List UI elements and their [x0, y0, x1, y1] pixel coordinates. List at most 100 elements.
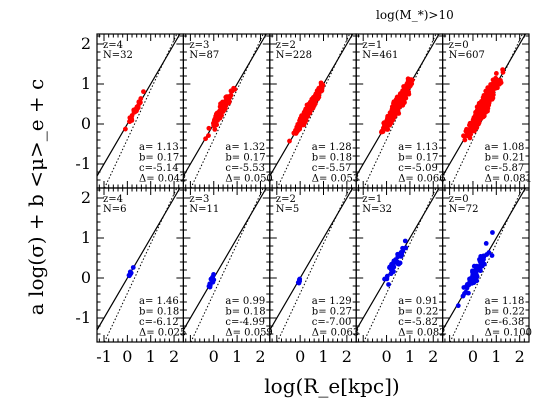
fit-coefficient-d: Δ= 0.066	[398, 174, 445, 185]
y-tick-label: 1	[81, 74, 91, 93]
x-tick-label: 0	[209, 347, 219, 366]
one-to-one-line	[183, 188, 267, 332]
fit-coefficient-d: Δ= 0.042	[139, 174, 186, 185]
data-point	[138, 96, 144, 101]
x-tick-label: 2	[515, 347, 525, 366]
count-label: N=32	[103, 50, 133, 61]
fit-coefficient-c: c=-5.57	[312, 163, 352, 174]
redshift-label: z=3	[189, 40, 209, 51]
redshift-label: z=2	[276, 40, 296, 51]
redshift-label: z=0	[449, 194, 469, 205]
data-point	[309, 102, 315, 108]
data-point	[480, 260, 486, 266]
data-point	[391, 111, 397, 117]
data-point	[475, 115, 480, 120]
data-point	[401, 93, 407, 98]
data-point	[211, 122, 217, 128]
x-tick-label: 1	[491, 347, 501, 366]
data-point	[395, 254, 401, 260]
fit-coefficient-a: a= 1.13	[398, 142, 438, 153]
x-tick-label: -1	[96, 347, 112, 366]
fit-coefficient-a: a= 1.18	[485, 296, 525, 307]
fit-coefficient-b: b= 0.22	[398, 307, 438, 318]
redshift-label: z=1	[362, 194, 382, 205]
data-point	[318, 80, 324, 86]
fit-coefficient-a: a= 1.08	[485, 142, 525, 153]
mass-cut-annotation: log(M_*)>10	[376, 8, 454, 22]
panel-top-3: z=1N=461 a= 1.13b= 0.17c=-5.09Δ= 0.066	[355, 33, 446, 189]
data-point	[455, 303, 461, 309]
data-point	[138, 100, 143, 105]
count-label: N=32	[362, 204, 392, 215]
redshift-label: z=4	[103, 194, 123, 205]
data-point	[302, 110, 307, 116]
redshift-label: z=4	[103, 40, 123, 51]
data-point	[489, 253, 495, 258]
fit-coefficient-d: Δ= 0.025	[139, 328, 186, 339]
scatter-points	[126, 265, 136, 279]
data-point	[379, 129, 384, 135]
data-point	[404, 89, 410, 95]
data-point	[467, 128, 473, 134]
fit-coefficient-c: c=-5.53	[225, 163, 265, 174]
y-tick-label: 0	[81, 268, 91, 287]
y-axis-title: a log(σ) + b <μ>_e + c	[24, 79, 48, 315]
count-label: N=87	[189, 50, 219, 61]
data-point	[294, 124, 300, 130]
fit-coefficient-d: Δ= 0.050	[225, 174, 272, 185]
panel-bottom-3: z=1N=32 a= 0.91b= 0.22c=-5.82Δ= 0.082 0 1 2	[355, 187, 446, 366]
fit-coefficient-c: c=-7.00	[312, 317, 352, 328]
fit-coefficient-a: a= 1.32	[225, 142, 265, 153]
data-point	[388, 271, 394, 277]
data-point	[203, 136, 208, 142]
data-point	[219, 106, 225, 112]
data-point	[464, 285, 470, 291]
data-point	[464, 132, 470, 138]
data-point	[311, 98, 317, 104]
fit-coefficient-c: c=-5.82	[398, 317, 438, 328]
count-label: N=72	[449, 204, 479, 215]
data-point	[471, 122, 476, 128]
fit-coefficient-a: a= 0.91	[398, 296, 438, 307]
data-point	[393, 103, 399, 108]
panel-grid: z=4N=32a= 1.13b= 0.17c=-5.14Δ= 0.042-101…	[75, 33, 532, 366]
data-point	[206, 133, 211, 139]
fit-coefficient-c: c=-6.38	[485, 317, 525, 328]
fit-coefficient-d: Δ= 0.059	[225, 328, 272, 339]
scatter-points	[379, 76, 415, 135]
data-point	[389, 118, 395, 123]
panel-frame	[442, 187, 530, 343]
comparison-dotted-line	[103, 34, 178, 188]
scatter-points	[382, 238, 409, 287]
scatter-points	[203, 85, 238, 142]
data-point	[466, 290, 471, 296]
data-point	[315, 89, 321, 95]
data-point	[211, 271, 216, 277]
data-point	[478, 253, 484, 259]
fit-coefficient-b: b= 0.21	[485, 153, 525, 164]
x-tick-label: 0	[295, 347, 305, 366]
data-point	[492, 79, 497, 84]
comparison-dotted-line	[276, 188, 351, 342]
data-point	[399, 251, 405, 257]
panel-bottom-2: z=2N=5 a= 1.29b= 0.27c=-7.00Δ= 0.063 0 1 2	[269, 187, 359, 366]
x-tick-label: 2	[428, 347, 438, 366]
data-point	[302, 116, 308, 121]
data-point	[386, 282, 391, 287]
count-label: N=11	[189, 204, 219, 215]
data-point	[462, 137, 468, 143]
data-point	[141, 89, 146, 95]
y-tick-label: -1	[75, 308, 91, 327]
redshift-label: z=0	[449, 40, 469, 51]
data-point	[464, 126, 469, 132]
x-tick-label: 1	[232, 347, 242, 366]
panel-bottom-0: z=4N=6a= 1.46b= 0.18c=-6.12Δ= 0.025-1 0 1 2…	[75, 187, 186, 366]
x-tick-label: 2	[169, 347, 179, 366]
y-tick-label: -1	[75, 154, 91, 173]
fit-coefficient-b: b= 0.27	[312, 307, 352, 318]
fit-coefficient-c: c=-4.99	[225, 317, 265, 328]
data-point	[485, 98, 491, 104]
data-point	[467, 278, 473, 284]
count-label: N=607	[449, 50, 485, 61]
data-point	[402, 238, 408, 244]
